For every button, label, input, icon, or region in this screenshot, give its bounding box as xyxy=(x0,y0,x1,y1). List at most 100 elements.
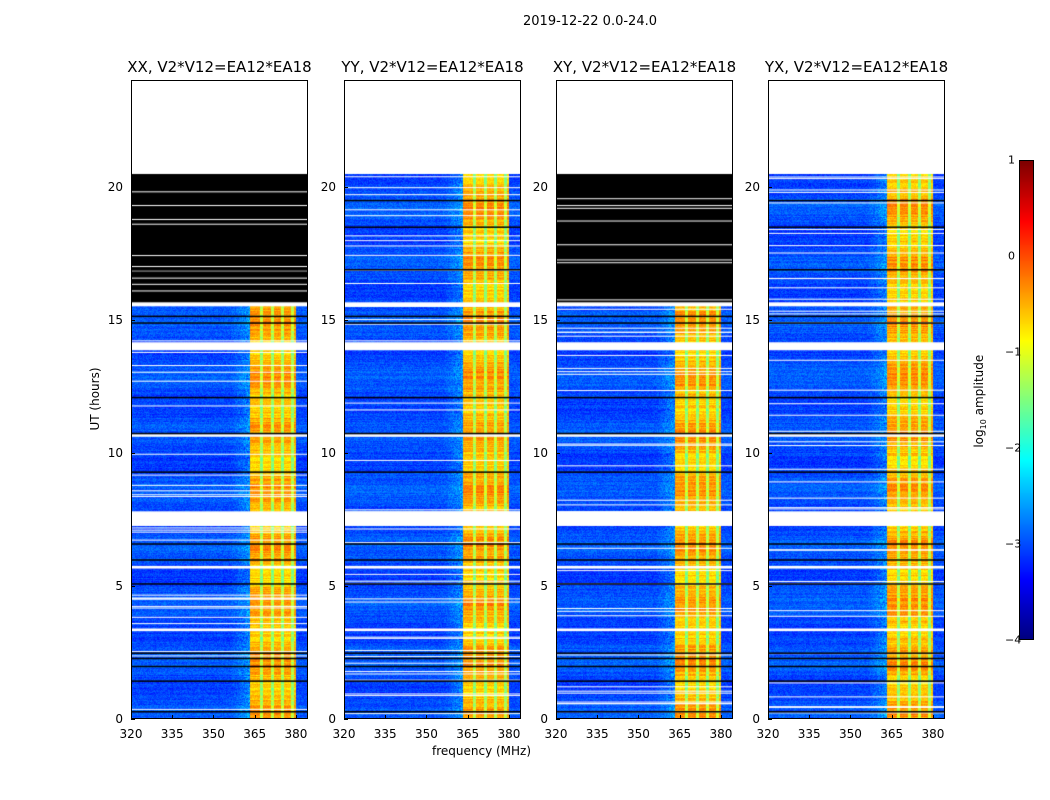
x-tick-mark xyxy=(556,715,557,719)
colorbar xyxy=(1019,160,1034,640)
waterfall-heatmap xyxy=(556,80,733,719)
x-tick-label: 335 xyxy=(160,727,184,741)
waterfall-heatmap xyxy=(344,80,521,719)
colorbar-tick-label: −4 xyxy=(1005,633,1022,647)
axes-frame xyxy=(344,80,521,719)
y-tick-mark xyxy=(131,585,135,587)
panel-title: YY, V2*V12=EA12*EA18 xyxy=(341,58,524,76)
x-tick-label: 320 xyxy=(544,727,568,741)
y-tick-label: 5 xyxy=(115,578,123,593)
y-tick-mark xyxy=(556,452,560,454)
x-tick-mark xyxy=(638,715,640,719)
y-tick-mark xyxy=(768,319,772,321)
x-tick-mark xyxy=(254,715,256,719)
x-tick-mark xyxy=(213,715,215,719)
y-tick-label: 10 xyxy=(532,445,548,460)
y-tick-label: 20 xyxy=(744,179,760,194)
colorbar-tick-label: −1 xyxy=(1005,345,1022,359)
x-tick-mark xyxy=(768,715,769,719)
y-tick-label: 15 xyxy=(320,312,336,327)
y-tick-mark xyxy=(556,319,560,321)
panel-3: YX, V2*V12=EA12*EA18 320 335 350 365 380 0 5 10 1… xyxy=(745,58,948,741)
y-tick-mark xyxy=(556,186,560,188)
x-tick-label: 320 xyxy=(756,727,780,741)
panel-0: XX, V2*V12=EA12*EA18 320 335 350 365 380 0 5 10 1… xyxy=(108,58,312,741)
y-tick-label: 0 xyxy=(752,712,760,726)
y-tick-mark xyxy=(131,186,135,188)
panel-title: YX, V2*V12=EA12*EA18 xyxy=(764,58,949,76)
y-tick-mark xyxy=(131,319,135,321)
x-tick-mark xyxy=(385,715,387,719)
x-tick-mark xyxy=(508,715,510,719)
x-tick-label: 365 xyxy=(243,727,267,741)
x-tick-label: 335 xyxy=(797,727,821,741)
y-tick-label: 15 xyxy=(744,312,760,327)
y-tick-mark xyxy=(131,452,135,454)
x-tick-mark xyxy=(295,715,297,719)
panel-2: XY, V2*V12=EA12*EA18 320 335 350 365 380 0 5 10 1… xyxy=(533,58,736,741)
x-tick-mark xyxy=(344,715,345,719)
y-tick-label: 5 xyxy=(328,578,336,593)
colorbar-tick-label: −2 xyxy=(1005,441,1022,455)
y-tick-label: 10 xyxy=(744,445,760,460)
x-tick-mark xyxy=(720,715,722,719)
colorbar-label-rest: amplitude xyxy=(971,354,986,420)
x-tick-label: 350 xyxy=(415,727,438,741)
x-tick-mark xyxy=(172,715,174,719)
y-tick-mark xyxy=(768,585,772,587)
x-tick-label: 335 xyxy=(373,727,397,741)
figure-title: 2019-12-22 0.0-24.0 xyxy=(523,14,657,29)
x-tick-mark xyxy=(809,715,811,719)
y-tick-mark xyxy=(131,719,135,720)
y-tick-label: 15 xyxy=(532,312,548,327)
y-tick-mark xyxy=(344,719,348,720)
colorbar-label-sub: 10 xyxy=(979,419,989,430)
x-tick-mark xyxy=(679,715,681,719)
y-tick-mark xyxy=(768,719,772,720)
colorbar-tick-label: 0 xyxy=(1008,249,1015,263)
x-axis-label: frequency (MHz) xyxy=(432,744,532,758)
colorbar-tick-label: 1 xyxy=(1008,153,1015,167)
y-axis-label: UT (hours) xyxy=(88,367,102,431)
y-tick-label: 20 xyxy=(107,179,123,194)
colorbar-label: log10 amplitude xyxy=(972,346,988,456)
panel-title: XX, V2*V12=EA12*EA18 xyxy=(127,58,312,76)
x-tick-mark xyxy=(467,715,469,719)
y-tick-mark xyxy=(344,319,348,321)
x-tick-label: 380 xyxy=(497,727,521,741)
y-tick-label: 10 xyxy=(320,445,336,460)
x-tick-mark xyxy=(597,715,599,719)
x-tick-label: 350 xyxy=(627,727,650,741)
y-tick-label: 5 xyxy=(752,578,760,593)
panel-1: YY, V2*V12=EA12*EA18 320 335 350 365 380 0 5 10 1… xyxy=(321,58,524,741)
x-tick-label: 350 xyxy=(202,727,225,741)
y-tick-label: 20 xyxy=(320,179,336,194)
colorbar-label-main: log xyxy=(971,429,986,448)
waterfall-heatmap xyxy=(131,80,308,719)
colorbar-tick-label: −3 xyxy=(1005,537,1022,551)
y-tick-mark xyxy=(344,186,348,188)
y-tick-mark xyxy=(556,585,560,587)
x-tick-mark xyxy=(426,715,428,719)
y-tick-mark xyxy=(344,452,348,454)
x-tick-label: 365 xyxy=(880,727,904,741)
y-tick-mark xyxy=(556,719,560,720)
panel-title: XY, V2*V12=EA12*EA18 xyxy=(552,58,737,76)
x-tick-label: 320 xyxy=(119,727,143,741)
waterfall-heatmap xyxy=(768,80,945,719)
x-tick-label: 320 xyxy=(332,727,356,741)
y-tick-label: 0 xyxy=(328,712,336,726)
y-tick-label: 0 xyxy=(540,712,548,726)
x-tick-label: 335 xyxy=(585,727,609,741)
x-tick-label: 380 xyxy=(921,727,945,741)
x-tick-label: 365 xyxy=(668,727,692,741)
x-tick-mark xyxy=(850,715,852,719)
axes-frame xyxy=(768,80,945,719)
y-tick-mark xyxy=(768,452,772,454)
x-tick-label: 380 xyxy=(709,727,733,741)
x-tick-mark xyxy=(891,715,893,719)
y-tick-label: 20 xyxy=(532,179,548,194)
y-tick-mark xyxy=(344,585,348,587)
axes-frame xyxy=(131,80,308,719)
y-tick-label: 0 xyxy=(115,712,123,726)
